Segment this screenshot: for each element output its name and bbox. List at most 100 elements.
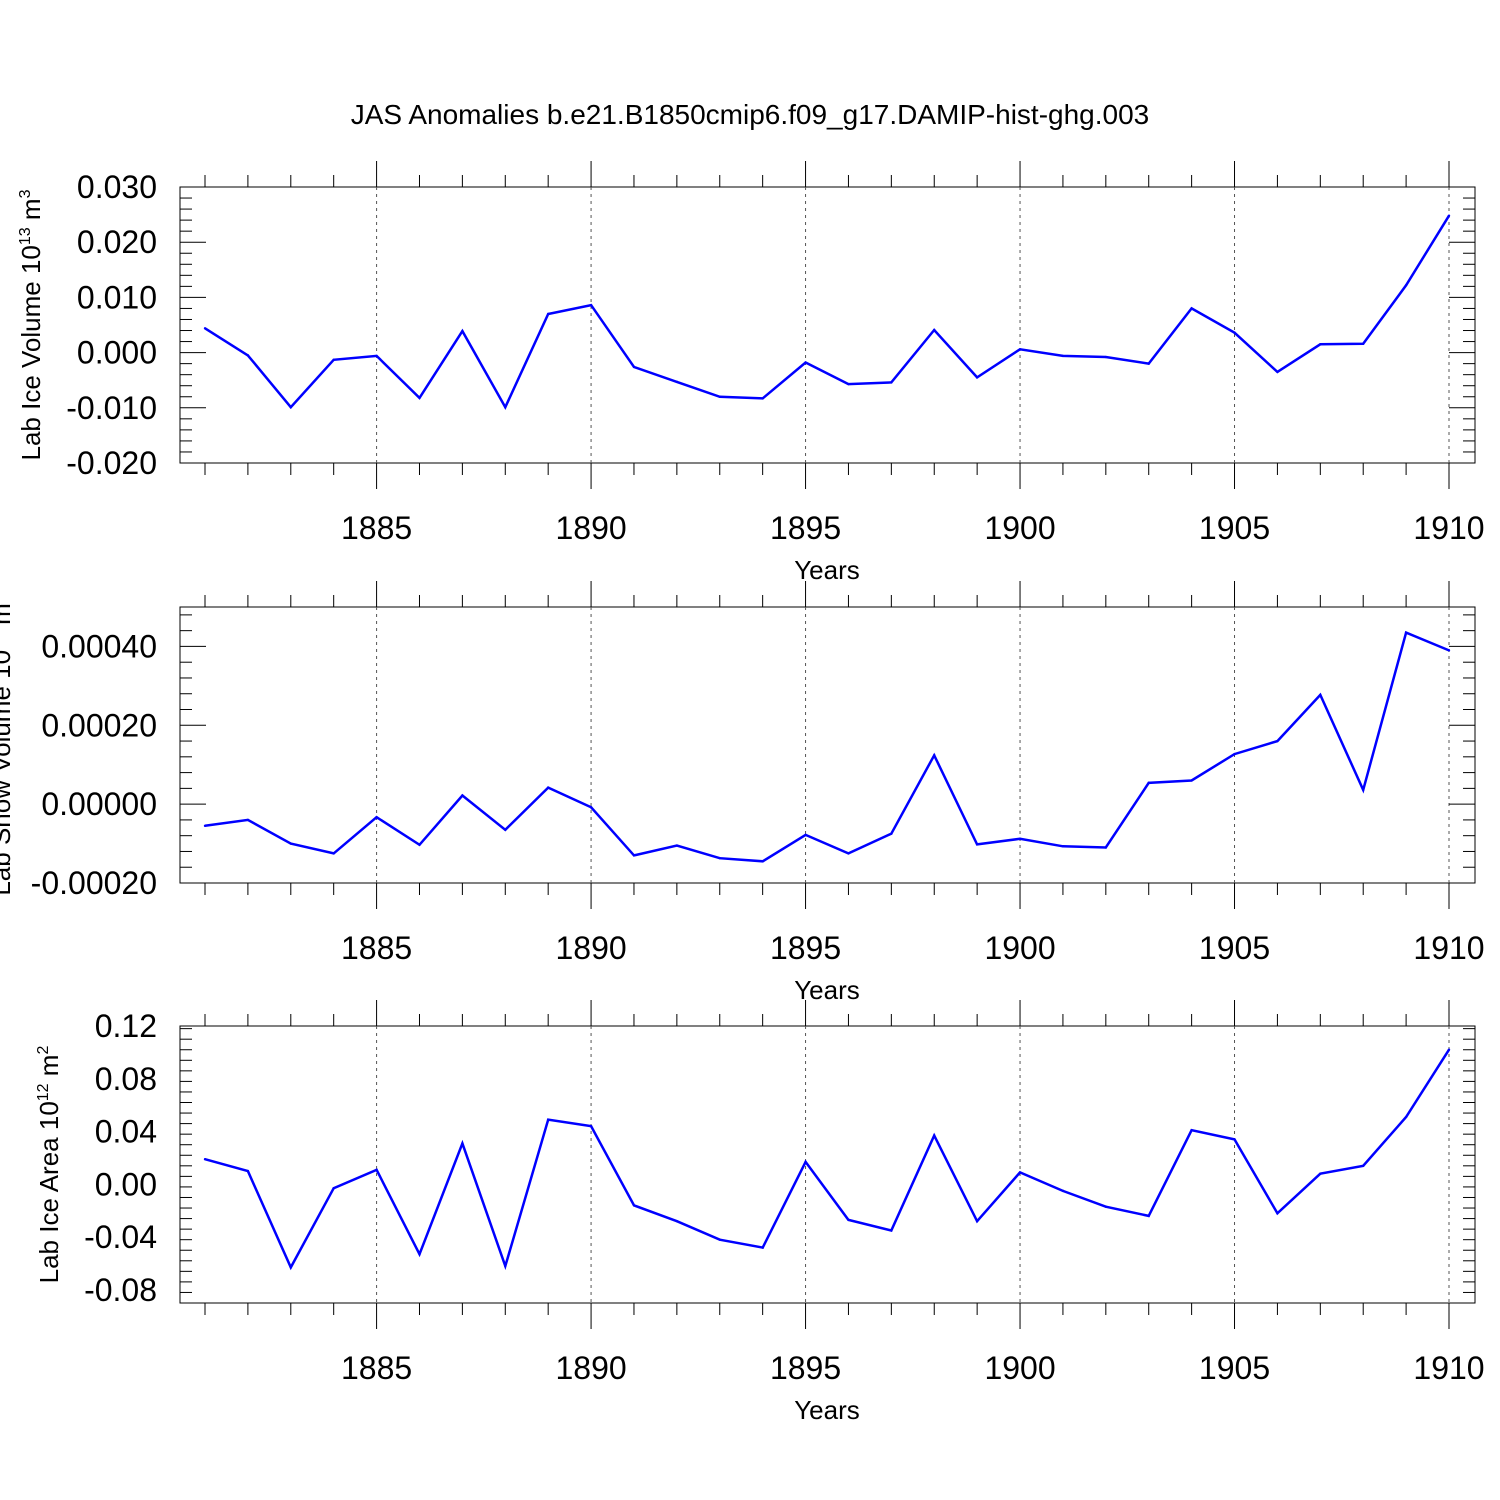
y-axis-title-main: Lab Ice Volume 10 [16, 245, 46, 460]
data-point [203, 1158, 207, 1161]
y-axis-title: Lab Ice Volume 1013 m3 [16, 189, 46, 460]
data-point [289, 406, 292, 409]
x-tick-label: 1895 [770, 1350, 841, 1386]
data-point [546, 312, 550, 316]
y-axis-title-exponent: 12 [35, 1083, 52, 1101]
data-point [1104, 1205, 1108, 1208]
series-line [204, 215, 1451, 410]
panel-1: 1885 1890 1895 1900 1905 1910 Years -0.020 -0.01… [16, 161, 1485, 585]
data-point [418, 396, 421, 400]
data-point [332, 358, 335, 361]
y-tick-label: 0.04 [95, 1114, 157, 1150]
y-axis-title-main: Lab Snow Volume 10 [0, 650, 16, 896]
data-point [890, 832, 893, 835]
data-point [461, 329, 464, 333]
data-point [975, 1220, 979, 1223]
panels-group: 1885 1890 1895 1900 1905 1910 Years -0.020 -0.01… [0, 161, 1485, 1425]
data-point [847, 1218, 850, 1222]
data-point [632, 365, 636, 369]
data-point [718, 856, 721, 860]
data-point [418, 843, 421, 846]
x-tick-label: 1885 [341, 930, 412, 966]
panel-2: 1885 1890 1895 1900 1905 1910 Years -0.00020 0.0… [0, 581, 1485, 1005]
data-point [933, 1134, 936, 1137]
data-point [203, 824, 207, 828]
x-tick-label: 1905 [1199, 510, 1270, 546]
data-point [1147, 781, 1150, 785]
data-point [718, 1238, 721, 1241]
y-tick-label: 0.08 [95, 1061, 157, 1097]
x-tick-label: 1895 [770, 930, 841, 966]
data-point [1404, 284, 1408, 287]
data-point [1233, 1138, 1236, 1141]
data-point [1190, 307, 1193, 310]
data-point [975, 376, 979, 379]
data-point [1319, 343, 1322, 346]
panel-3: 1885 1890 1895 1900 1905 1910 Years -0.08 -0.04 0… [34, 1000, 1485, 1425]
data-point [1319, 1172, 1322, 1175]
y-tick-label: 0.12 [95, 1008, 157, 1044]
y-tick-label: 0.020 [77, 224, 157, 260]
y-axis-title-unit: m [34, 1055, 64, 1084]
plot-frame [179, 186, 1476, 464]
y-tick-label: -0.020 [66, 445, 157, 481]
data-point [246, 818, 250, 822]
data-point [332, 852, 335, 855]
data-point [589, 303, 593, 307]
x-tick-label: 1905 [1199, 930, 1270, 966]
data-point [1104, 355, 1108, 359]
data-point [1190, 1129, 1193, 1132]
x-axis-title: Years [794, 1395, 860, 1425]
x-tick-label: 1890 [555, 1350, 626, 1386]
x-tick-label: 1890 [555, 510, 626, 546]
data-point [546, 786, 550, 789]
data-point [761, 397, 764, 400]
data-point [504, 406, 507, 409]
data-point [375, 815, 378, 819]
x-tick-label: 1885 [341, 1350, 412, 1386]
y-tick-label: -0.08 [84, 1272, 157, 1308]
data-point [546, 1118, 550, 1121]
data-point [761, 860, 764, 863]
x-tick-label: 1900 [984, 930, 1055, 966]
chart-title: JAS Anomalies b.e21.B1850cmip6.f09_g17.D… [351, 99, 1149, 130]
data-point [332, 1187, 335, 1190]
data-point [890, 381, 893, 384]
y-tick-label: 0.030 [77, 169, 157, 205]
data-point [1061, 1189, 1065, 1193]
y-axis-title-unit-exponent: 3 [0, 594, 4, 603]
y-axis-title-exponent: 13 [17, 227, 34, 245]
x-axis-title: Years [794, 555, 860, 585]
x-tick-label: 1895 [770, 510, 841, 546]
data-point [933, 754, 936, 757]
x-tick-label: 1890 [555, 930, 626, 966]
y-tick-label: -0.04 [84, 1219, 157, 1255]
data-point [1276, 1212, 1279, 1215]
data-point [461, 1142, 464, 1145]
data-point [675, 1220, 679, 1223]
x-tick-label: 1910 [1413, 930, 1484, 966]
x-tick-label: 1885 [341, 510, 412, 546]
data-point [1276, 370, 1279, 374]
data-point [246, 1169, 250, 1173]
data-point [1018, 837, 1022, 841]
data-point [504, 1264, 507, 1268]
data-point [589, 1125, 593, 1128]
data-point [675, 844, 679, 847]
x-tick-label: 1910 [1413, 510, 1484, 546]
data-point [804, 1160, 807, 1164]
y-axis-title-exponent: 13 [0, 632, 4, 650]
data-point [847, 382, 850, 386]
y-tick-label: -0.010 [66, 390, 157, 426]
data-point [675, 380, 679, 384]
data-point [1447, 649, 1451, 652]
y-axis-title-main: Lab Ice Area 10 [34, 1101, 64, 1283]
data-point [289, 842, 292, 845]
data-point [761, 1246, 764, 1249]
x-tick-label: 1900 [984, 510, 1055, 546]
data-point [804, 833, 807, 837]
data-point [1233, 752, 1236, 756]
y-tick-label: 0.00020 [41, 707, 157, 743]
y-tick-label: -0.00020 [31, 865, 157, 901]
